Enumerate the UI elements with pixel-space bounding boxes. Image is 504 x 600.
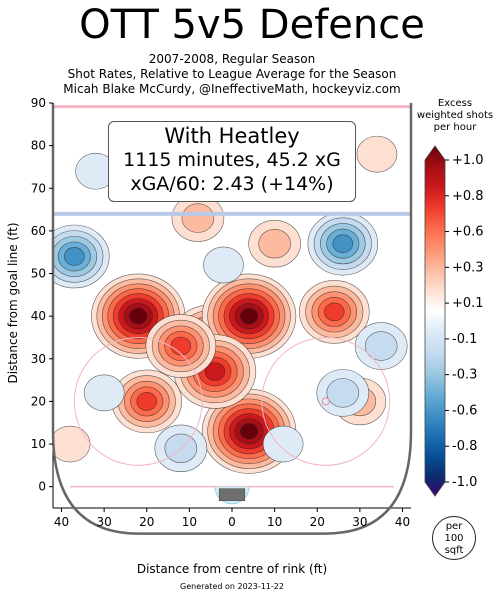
x-tick-label: 40 xyxy=(54,515,69,529)
unit-badge-line-3: sqft xyxy=(444,545,464,556)
chart-subtitle-metric: Shot Rates, Relative to League Average f… xyxy=(67,67,397,81)
y-tick-label: 30 xyxy=(31,352,46,366)
colorbar-tick-label: +0.8 xyxy=(452,189,484,204)
x-tick-label: 20 xyxy=(310,515,325,529)
hot-spot-6 xyxy=(111,369,183,434)
hot-spot-11 xyxy=(356,135,398,173)
colorbar-title: Excess weighted shots per hour xyxy=(410,98,500,134)
y-tick-label: 60 xyxy=(31,224,46,238)
chart-subtitle-season: 2007-2008, Regular Season xyxy=(148,52,316,66)
y-tick-label: 20 xyxy=(31,394,46,408)
y-tick-label: 0 xyxy=(38,480,46,494)
cold-spot-4 xyxy=(154,424,208,473)
cold-spot-7 xyxy=(203,246,244,284)
blue-line xyxy=(53,211,411,216)
y-tick-label: 40 xyxy=(31,309,46,323)
heatmap-layer xyxy=(53,135,408,474)
chart-title: OTT 5v5 Defence xyxy=(79,2,425,48)
colorbar-tick-label: -0.8 xyxy=(452,439,477,454)
hot-spot-12 xyxy=(53,425,91,463)
colorbar-title-line-2: weighted shots xyxy=(416,110,494,121)
annotation-line-2: 1115 minutes, 45.2 xG xyxy=(123,149,341,171)
rink-boards xyxy=(51,103,413,535)
x-tick-label: 10 xyxy=(267,515,282,529)
annotation-line-3: xGA/60: 2.43 (+14%) xyxy=(130,173,334,195)
annotation-box: With Heatley 1115 minutes, 45.2 xG xGA/6… xyxy=(108,121,356,202)
colorbar-tick-label: +0.1 xyxy=(452,296,484,311)
y-tick-label: 80 xyxy=(31,139,46,153)
y-tick-label: 90 xyxy=(31,96,46,110)
x-tick-label: 0 xyxy=(228,515,236,529)
cold-spot-2 xyxy=(354,322,408,370)
faceoff-circle-right xyxy=(261,336,391,466)
hot-spot-7 xyxy=(299,280,370,344)
colorbar-tick-label: -0.3 xyxy=(452,368,477,383)
unit-badge-line-2: 100 xyxy=(444,533,464,544)
x-tick-label: 40 xyxy=(395,515,410,529)
colorbar-tick-label: +1.0 xyxy=(452,153,484,168)
generated-note: Generated on 2023-11-22 xyxy=(180,582,284,591)
cold-spot-8 xyxy=(262,425,304,463)
y-axis-label: Distance from goal line (ft) xyxy=(6,222,20,384)
x-tick-label: 10 xyxy=(182,515,197,529)
faceoff-circle-left xyxy=(73,336,203,466)
hot-spot-5 xyxy=(145,314,217,378)
colorbar-title-line-1: Excess xyxy=(437,98,473,109)
hot-spot-8 xyxy=(248,219,301,268)
cold-spot-0 xyxy=(53,224,110,289)
axis-ticks: 40 30 20 10 0 10 20 30 40 0 10 20 30 40 50 60 70 80 90 xyxy=(31,96,410,529)
chart-subtitle-author: Micah Blake McCurdy, @IneffectiveMath, h… xyxy=(63,82,401,96)
y-tick-label: 10 xyxy=(31,437,46,451)
rink-lines xyxy=(51,103,413,535)
y-tick-label: 70 xyxy=(31,181,46,195)
colorbar-tick-label: +0.3 xyxy=(452,260,484,275)
unit-badge-line-1: per xyxy=(445,521,463,532)
goal-net xyxy=(218,488,246,501)
unit-badge: per 100 sqft xyxy=(432,516,476,560)
colorbar-tick-label: -0.1 xyxy=(452,332,477,347)
hot-spot-9 xyxy=(171,194,225,242)
annotation-line-1: With Heatley xyxy=(164,124,300,148)
cold-spot-3 xyxy=(316,369,370,417)
x-tick-label: 30 xyxy=(97,515,112,529)
y-tick-label: 50 xyxy=(31,267,46,281)
colorbar-tick-label: -0.6 xyxy=(452,403,477,418)
colorbar-gradient xyxy=(424,145,446,497)
x-tick-label: 30 xyxy=(352,515,367,529)
colorbar-tick-label: +0.6 xyxy=(452,225,484,240)
x-tick-label: 20 xyxy=(139,515,154,529)
end-boards-line xyxy=(53,105,411,109)
cold-spot-5 xyxy=(83,374,125,412)
x-axis-label: Distance from centre of rink (ft) xyxy=(136,562,328,576)
colorbar-title-line-3: per hour xyxy=(433,122,477,133)
cold-spot-1 xyxy=(307,211,379,276)
faceoff-dot-right xyxy=(321,397,330,406)
colorbar: +1.0 +0.8 +0.6 +0.3 +0.1 -0.1 -0.3 -0.6 -0.8 -1.0 xyxy=(424,145,484,497)
colorbar-tick-label: -1.0 xyxy=(452,475,477,490)
